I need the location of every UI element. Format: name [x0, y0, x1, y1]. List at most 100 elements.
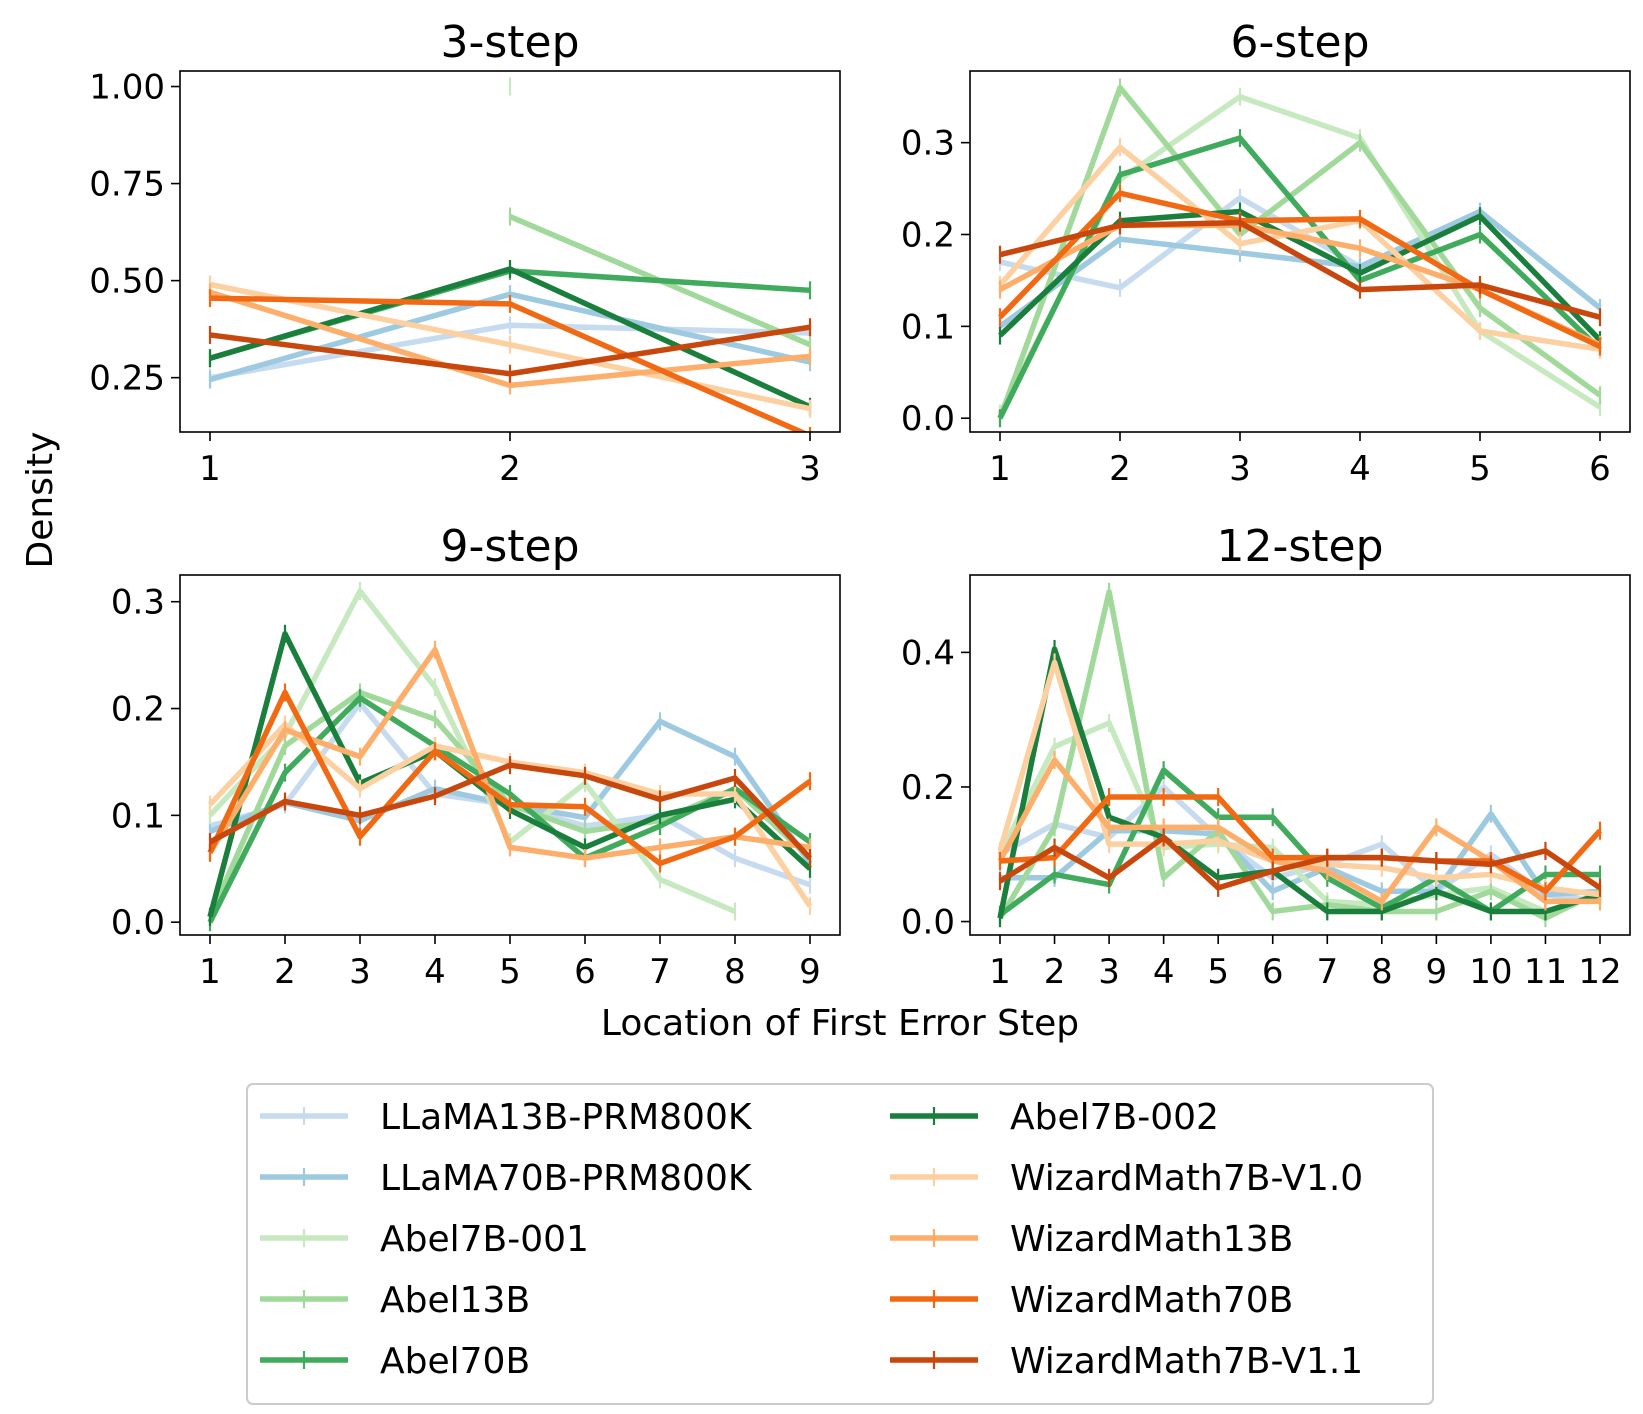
x-tick-label-9-step-2: 3: [349, 952, 371, 992]
x-tick-label-12-step-1: 2: [1044, 952, 1066, 992]
legend-label-abel13b: Abel13B: [380, 1280, 530, 1321]
axes-frame-12-step: [969, 574, 1631, 936]
subplot-title-6-step: 6-step: [1230, 17, 1369, 68]
x-tick-label-12-step-2: 3: [1098, 952, 1120, 992]
legend-entry-abel13b: Abel13B: [260, 1280, 530, 1321]
plot-area-12-step: [997, 582, 1603, 928]
series-9-step-wizardmath7b-v1-1: [208, 756, 813, 868]
legend-label-wizardmath7b-v1-0: WizardMath7B-V1.0: [1010, 1158, 1363, 1199]
series-3-step-wizardmath70b: [208, 289, 812, 432]
legend: LLaMA13B-PRM800K LLaMA70B-PRM800K Abel7B-0…: [246, 1083, 1434, 1405]
x-axis-label: Location of First Error Step: [601, 1003, 1079, 1044]
legend-label-wizardmath70b: WizardMath70B: [1010, 1280, 1293, 1321]
x-tick-label-12-step-6: 7: [1316, 952, 1338, 992]
legend-entry-abel70b: Abel70B: [260, 1341, 530, 1382]
series-6-step-wizardmath7b-v1-1: [998, 213, 1602, 327]
y-tick-label-12-step-1: 0.2: [901, 768, 955, 808]
y-tick-label-6-step-2: 0.2: [901, 216, 955, 256]
legend-entry-wizardmath13b: WizardMath13B: [890, 1219, 1293, 1260]
subplot-title-12-step: 12-step: [1216, 521, 1383, 572]
x-tick-label-12-step-4: 5: [1207, 952, 1229, 992]
x-tick-label-9-step-5: 6: [574, 952, 596, 992]
x-tick-label-9-step-7: 8: [724, 952, 746, 992]
x-tick-label-12-step-10: 11: [1524, 952, 1567, 992]
y-tick-label-6-step-0: 0.0: [901, 399, 955, 439]
x-tick-label-9-step-8: 9: [799, 952, 821, 992]
x-tick-label-9-step-3: 4: [424, 952, 446, 992]
x-tick-label-12-step-3: 4: [1153, 952, 1175, 992]
x-tick-label-9-step-6: 7: [649, 952, 671, 992]
y-tick-label-9-step-1: 0.1: [111, 796, 165, 836]
axes-frame-3-step: [179, 70, 841, 433]
legend-label-wizardmath13b: WizardMath13B: [1010, 1219, 1293, 1260]
y-tick-label-9-step-3: 0.3: [111, 583, 165, 623]
x-tick-label-12-step-7: 8: [1371, 952, 1393, 992]
x-tick-label-6-step-2: 3: [1229, 449, 1251, 489]
y-axis-label: Density: [20, 432, 61, 569]
legend-label-abel70b: Abel70B: [380, 1341, 530, 1382]
x-tick-label-6-step-3: 4: [1349, 449, 1371, 489]
subplot-3-step: 3-step 0.25 0.50 0.75 1.00 1 2 3: [89, 17, 841, 489]
legend-entry-wizardmath70b: WizardMath70B: [890, 1280, 1293, 1321]
y-tick-label-3-step-2: 0.75: [89, 165, 165, 205]
series-12-step-wizardmath7b-v1-1: [998, 828, 1602, 897]
x-tick-label-6-step-4: 5: [1469, 449, 1491, 489]
legend-entry-wizardmath7b-v1-1: WizardMath7B-V1.1: [890, 1341, 1363, 1382]
plot-area-6-step: [997, 78, 1602, 428]
x-tick-label-12-step-8: 9: [1426, 952, 1448, 992]
y-tick-label-3-step-1: 0.50: [89, 262, 165, 302]
line-12-step-llama70b-prm800k-0: [1000, 811, 1601, 898]
line-12-step-abel70b-0: [998, 767, 1600, 918]
line-6-step-wizardmath70b-0: [998, 190, 1602, 350]
x-tick-label-6-step-1: 2: [1109, 449, 1131, 489]
subplot-title-9-step: 9-step: [440, 521, 579, 572]
x-tick-label-3-step-0: 1: [199, 449, 221, 489]
x-tick-label-9-step-0: 1: [199, 952, 221, 992]
x-tick-label-12-step-0: 1: [989, 952, 1011, 992]
y-tick-label-3-step-0: 0.25: [89, 359, 165, 399]
legend-label-abel7b-001: Abel7B-001: [380, 1219, 589, 1260]
x-tick-label-9-step-4: 5: [499, 952, 521, 992]
series-3-step-wizardmath7b-v1-1: [208, 318, 812, 383]
y-tick-label-9-step-2: 0.2: [111, 690, 165, 730]
plot-area-3-step: [208, 77, 812, 432]
line-6-step-wizardmath7b-v1-0-0: [997, 144, 1601, 353]
line-6-step-wizardmath7b-v1-1-0: [999, 219, 1601, 320]
x-tick-label-3-step-1: 2: [499, 449, 521, 489]
legend-entry-llama13b-prm800k: LLaMA13B-PRM800K: [260, 1097, 753, 1138]
line-6-step-llama70b-prm800k-0: [998, 208, 1602, 329]
x-tick-label-3-step-2: 3: [799, 449, 821, 489]
x-tick-label-6-step-5: 6: [1589, 449, 1611, 489]
line-12-step-abel13b-0: [997, 589, 1602, 921]
subplot-9-step: 9-step 0.0 0.1 0.2 0.3 1 2 3 4 5 6 7 8 9: [111, 521, 841, 992]
y-tick-label-6-step-3: 0.3: [901, 124, 955, 164]
y-tick-label-12-step-2: 0.4: [901, 633, 955, 673]
y-tick-label-9-step-0: 0.0: [111, 903, 165, 943]
legend-label-wizardmath7b-v1-1: WizardMath7B-V1.1: [1010, 1341, 1363, 1382]
line-6-step-abel7b-002-0: [998, 208, 1602, 343]
y-tick-label-12-step-0: 0.0: [901, 903, 955, 943]
y-tick-label-3-step-3: 1.00: [89, 68, 165, 108]
legend-label-llama70b-prm800k: LLaMA70B-PRM800K: [380, 1158, 753, 1199]
plot-area-9-step: [207, 582, 813, 932]
x-tick-label-6-step-0: 1: [989, 449, 1011, 489]
line-12-step-abel7b-002-0: [997, 646, 1601, 919]
line-12-step-wizardmath70b-0: [999, 794, 1603, 895]
legend-entry-abel7b-001: Abel7B-001: [260, 1219, 589, 1260]
subplot-title-3-step: 3-step: [440, 17, 579, 68]
legend-label-llama13b-prm800k: LLaMA13B-PRM800K: [380, 1097, 753, 1138]
x-tick-label-12-step-9: 10: [1469, 952, 1512, 992]
line-6-step-abel13b-0: [997, 84, 1602, 420]
legend-entry-llama70b-prm800k: LLaMA70B-PRM800K: [260, 1158, 753, 1199]
x-tick-label-9-step-1: 2: [274, 952, 296, 992]
legend-entry-abel7b-002: Abel7B-002: [890, 1097, 1219, 1138]
axes-frame-9-step: [179, 574, 841, 936]
legend-entry-wizardmath7b-v1-0: WizardMath7B-V1.0: [890, 1158, 1363, 1199]
x-tick-label-12-step-5: 6: [1262, 952, 1284, 992]
legend-label-abel7b-002: Abel7B-002: [1010, 1097, 1219, 1138]
x-tick-label-12-step-11: 12: [1578, 952, 1621, 992]
y-tick-label-6-step-1: 0.1: [901, 307, 955, 347]
